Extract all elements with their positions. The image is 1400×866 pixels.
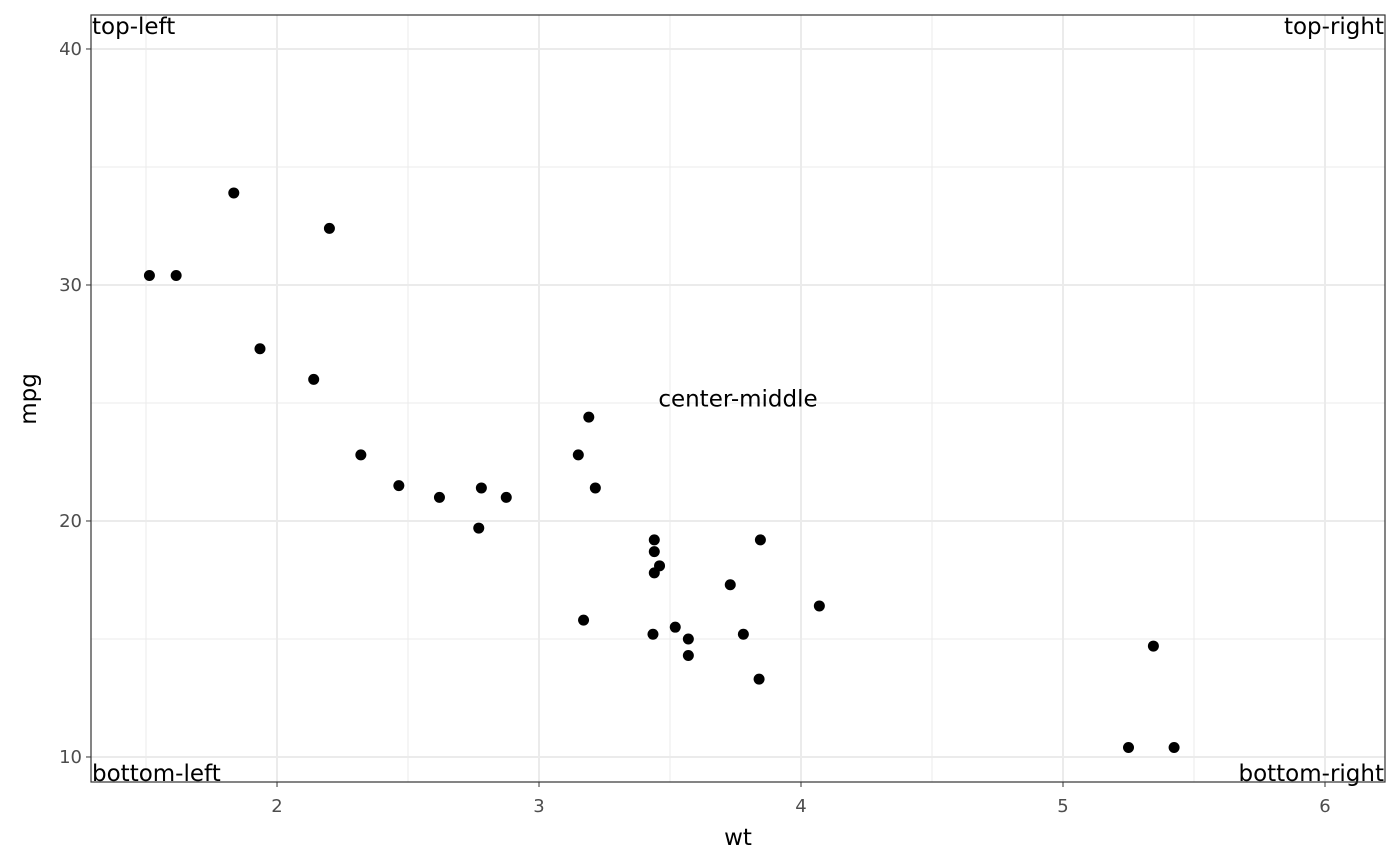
annotation: center-middle (658, 387, 817, 413)
point (682, 650, 694, 662)
point (1168, 742, 1180, 754)
y-tick-label: 40 (59, 39, 82, 60)
point (578, 614, 590, 626)
y-tick-label: 20 (59, 511, 82, 532)
point (572, 449, 584, 461)
point (648, 534, 660, 546)
point (754, 534, 766, 546)
x-tick-label: 6 (1319, 796, 1330, 817)
point (308, 373, 320, 385)
point (682, 633, 694, 645)
point (355, 449, 367, 461)
point (647, 628, 659, 640)
point (254, 343, 266, 355)
point (1123, 742, 1135, 754)
point (813, 600, 825, 612)
annotation: bottom-right (1238, 761, 1384, 787)
point (583, 411, 595, 423)
x-tick-label: 3 (533, 796, 544, 817)
point (323, 222, 335, 234)
x-axis-title: wt (724, 825, 752, 851)
panel-border (90, 14, 1386, 783)
point (648, 567, 660, 579)
point (475, 482, 487, 494)
x-tick-label: 2 (271, 796, 282, 817)
point (170, 270, 182, 282)
point (143, 270, 155, 282)
point (724, 579, 736, 591)
point (500, 491, 512, 503)
annotation: top-left (92, 14, 175, 40)
x-tick-label: 5 (1057, 796, 1068, 817)
point (648, 546, 660, 558)
y-tick-label: 10 (59, 747, 82, 768)
point (1147, 640, 1159, 652)
annotation: bottom-left (92, 761, 221, 787)
point (589, 482, 601, 494)
point (228, 187, 240, 199)
annotation: top-right (1284, 14, 1384, 40)
point (473, 522, 485, 534)
y-tick-label: 30 (59, 275, 82, 296)
x-tick-label: 4 (795, 796, 806, 817)
point (433, 491, 445, 503)
point (393, 480, 405, 492)
point (753, 673, 765, 685)
point (737, 628, 749, 640)
y-axis-title: mpg (16, 373, 42, 425)
point (669, 621, 681, 633)
